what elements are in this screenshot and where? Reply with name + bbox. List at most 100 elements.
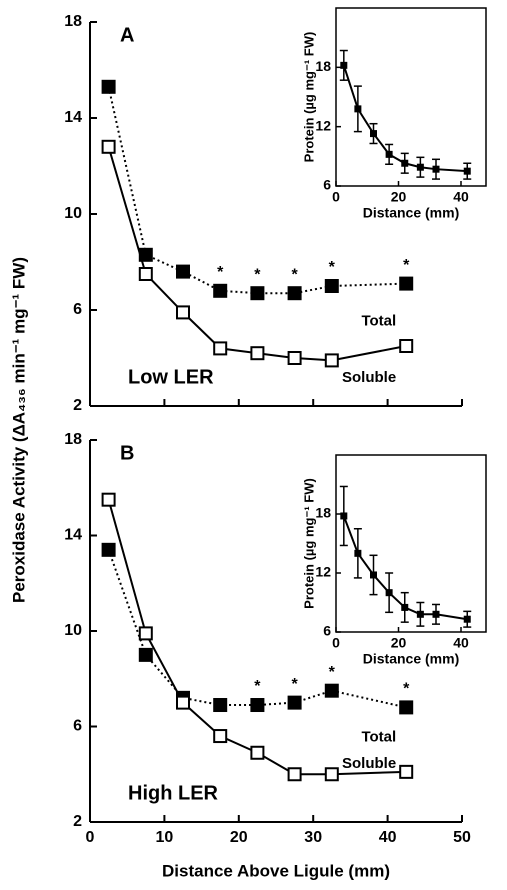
significance-mark: * <box>329 664 336 681</box>
inset-y-label: Protein (µg mg⁻¹ FW) <box>301 478 316 609</box>
significance-mark: * <box>254 266 261 283</box>
marker <box>101 79 116 94</box>
inset-y-tick-label: 12 <box>315 564 331 580</box>
significance-mark: * <box>403 257 410 274</box>
inset-line <box>342 65 468 173</box>
inset-marker <box>463 615 471 623</box>
x-axis-label: Distance Above Ligule (mm) <box>162 861 390 880</box>
marker <box>250 346 265 361</box>
y-axis-label: Peroxidase Activity (ΔA₄₃₆ min⁻¹ mg⁻¹ FW… <box>9 257 28 603</box>
condition-label: Low LER <box>128 366 214 388</box>
marker <box>324 767 339 782</box>
inset-y-tick-label: 18 <box>315 505 331 521</box>
inset-frame <box>335 7 487 187</box>
inset-x-tick-label: 40 <box>453 635 469 651</box>
series-label: Total <box>361 313 396 330</box>
inset-marker <box>401 603 409 611</box>
series-label: Soluble <box>342 755 396 772</box>
x-tick-label: 30 <box>304 829 322 846</box>
marker <box>176 264 190 279</box>
y-tick-label: 18 <box>64 13 82 30</box>
marker <box>250 745 265 760</box>
inset-marker <box>432 165 440 173</box>
inset-marker <box>354 105 362 113</box>
y-tick-label: 6 <box>73 301 82 318</box>
inset-marker <box>463 167 471 175</box>
series-label: Soluble <box>342 369 396 386</box>
marker <box>213 341 228 356</box>
marker <box>287 286 302 301</box>
significance-mark: * <box>217 264 224 281</box>
y-tick-label: 2 <box>73 813 82 830</box>
y-tick-label: 10 <box>64 205 82 222</box>
marker <box>101 139 116 154</box>
inset-marker <box>416 163 424 171</box>
marker <box>138 267 153 281</box>
inset-x-tick-label: 20 <box>391 189 407 205</box>
series-line <box>107 86 407 295</box>
x-tick-label: 50 <box>453 829 471 846</box>
marker <box>213 283 228 298</box>
marker <box>324 279 339 293</box>
significance-mark: * <box>291 266 298 283</box>
inset-line <box>342 515 468 621</box>
y-tick-label: 6 <box>73 718 82 735</box>
significance-mark: * <box>291 676 298 693</box>
marker <box>213 729 228 744</box>
y-tick-label: 2 <box>73 397 82 414</box>
marker <box>250 698 265 713</box>
y-tick-label: 14 <box>64 527 82 544</box>
inset-y-tick-label: 6 <box>323 623 331 639</box>
marker <box>176 695 190 710</box>
significance-mark: * <box>254 678 261 695</box>
inset-y-tick-label: 12 <box>315 117 331 133</box>
significance-mark: * <box>403 681 410 698</box>
x-tick-label: 10 <box>156 829 174 846</box>
marker <box>324 353 339 368</box>
marker <box>176 305 190 320</box>
marker <box>399 764 414 779</box>
inset-frame <box>335 454 487 633</box>
inset-marker <box>354 549 362 557</box>
x-tick-label: 20 <box>230 829 248 846</box>
marker <box>213 698 228 713</box>
marker <box>138 647 153 662</box>
inset-marker <box>340 61 348 69</box>
inset-marker <box>416 610 424 618</box>
inset-marker <box>370 571 377 579</box>
inset-marker <box>385 589 393 597</box>
marker <box>399 276 414 291</box>
series-line <box>107 549 407 709</box>
inset-x-label: Distance (mm) <box>363 651 459 667</box>
y-tick-label: 10 <box>64 622 82 639</box>
significance-mark: * <box>329 259 336 276</box>
inset-marker <box>340 512 348 520</box>
inset-marker <box>432 610 440 618</box>
y-tick-label: 14 <box>64 109 82 126</box>
y-tick-label: 18 <box>64 431 82 448</box>
inset-y-tick-label: 18 <box>315 58 331 74</box>
inset-marker <box>370 130 377 138</box>
inset-x-tick-label: 0 <box>332 635 340 651</box>
inset-y-label: Protein (µg mg⁻¹ FW) <box>301 32 316 163</box>
inset-x-tick-label: 40 <box>453 189 469 205</box>
marker <box>101 492 116 507</box>
inset-y-tick-label: 6 <box>323 177 331 193</box>
marker <box>287 695 302 710</box>
condition-label: High LER <box>128 782 219 804</box>
series-label: Total <box>361 728 396 745</box>
marker <box>101 542 116 557</box>
marker <box>250 286 265 301</box>
marker <box>399 700 414 715</box>
x-tick-label: 40 <box>379 829 397 846</box>
inset-x-label: Distance (mm) <box>363 205 459 221</box>
marker <box>324 683 339 698</box>
panel-label: A <box>120 24 134 46</box>
marker <box>138 626 153 641</box>
x-tick-label: 0 <box>86 829 95 846</box>
inset-marker <box>385 150 393 158</box>
inset-x-tick-label: 20 <box>391 635 407 651</box>
marker <box>287 351 302 365</box>
inset-x-tick-label: 0 <box>332 189 340 205</box>
